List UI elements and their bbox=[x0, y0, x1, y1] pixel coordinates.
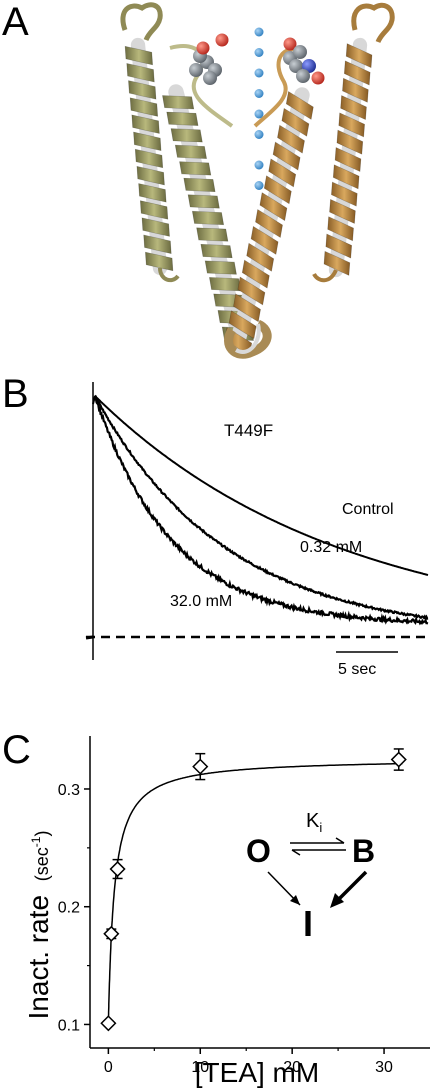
left-selectivity-loop bbox=[169, 44, 234, 128]
trace-label-control: Control bbox=[342, 501, 394, 518]
panel-label-a: A bbox=[2, 0, 29, 44]
reverse-arrow bbox=[291, 849, 346, 856]
ion-1 bbox=[254, 27, 264, 37]
x-tick-label: 0 bbox=[104, 1059, 113, 1076]
trace-group bbox=[92, 394, 429, 626]
ion-6 bbox=[254, 130, 264, 139]
data-point bbox=[100, 1015, 117, 1032]
y-axis-title-unit: (sec bbox=[32, 847, 52, 881]
svg-text:Inact. rate (sec-1): Inact. rate (sec-1) bbox=[23, 831, 54, 1020]
traces-title: T449F bbox=[224, 421, 273, 440]
data-point bbox=[192, 752, 209, 781]
o-to-i-arrowhead bbox=[290, 895, 300, 905]
scheme-constant: Ki bbox=[306, 810, 322, 835]
b-to-i-arrowhead bbox=[330, 893, 344, 908]
forward-arrow bbox=[290, 837, 345, 844]
ion-5 bbox=[254, 109, 264, 119]
ion-3 bbox=[254, 68, 264, 78]
helix-right-inner bbox=[224, 87, 314, 357]
ion-7 bbox=[254, 160, 264, 170]
scheme-state-i: I bbox=[303, 903, 313, 944]
scale-bar-label: 5 sec bbox=[338, 661, 376, 678]
y-axis-title: Inact. rate (sec-1) bbox=[23, 831, 54, 1020]
left-ligand bbox=[189, 33, 229, 85]
trace-label-0-32-mm: 0.32 mM bbox=[300, 539, 362, 556]
ion-2 bbox=[254, 48, 264, 57]
trace-32-0-mm bbox=[94, 396, 429, 626]
x-tick-label: 20 bbox=[283, 1059, 301, 1076]
ion-4 bbox=[254, 89, 264, 98]
right-bottom-loop bbox=[312, 269, 338, 283]
scheme-constant-main: K bbox=[306, 810, 320, 832]
channel-structure bbox=[120, 2, 395, 359]
scheme-state-o: O bbox=[246, 833, 271, 869]
pre-pulse-baseline bbox=[85, 635, 94, 640]
scheme-state-b: B bbox=[352, 833, 375, 869]
x-axis-title: [TEA] mM bbox=[195, 1057, 319, 1088]
left-bottom-loop bbox=[158, 267, 180, 283]
helix-right-outer bbox=[323, 37, 373, 278]
data-point bbox=[390, 748, 407, 771]
binding-fit-curve bbox=[107, 762, 403, 1024]
right-top-loop bbox=[351, 2, 395, 44]
kinetic-scheme: O B I Ki bbox=[246, 810, 375, 944]
axis-ticks: 0 10 20 30 0.1 0.2 0.3 bbox=[58, 782, 393, 1076]
current-traces-chart: T449F Control 0.32 mM 32.0 mM 5 sec bbox=[85, 382, 430, 678]
y-axis-title-close: ) bbox=[32, 831, 52, 837]
y-axis-title-sup: -1 bbox=[29, 836, 43, 847]
data-point bbox=[103, 925, 120, 942]
trace-control bbox=[94, 395, 429, 576]
ion-8 bbox=[254, 181, 264, 190]
bottom-knot-backbone bbox=[235, 323, 261, 354]
trace-label-32-mm: 32.0 mM bbox=[170, 593, 232, 610]
x-tick-label: 30 bbox=[375, 1059, 393, 1076]
helix-left-outer bbox=[124, 37, 174, 276]
helices bbox=[124, 37, 373, 357]
right-ligand bbox=[283, 37, 325, 85]
right-selectivity-loop bbox=[253, 46, 306, 128]
y-tick-label: 0.2 bbox=[58, 900, 80, 917]
data-points bbox=[100, 748, 407, 1032]
trace-onset bbox=[92, 395, 96, 405]
y-axis-title-main: Inact. rate bbox=[23, 895, 54, 1020]
bottom-knot bbox=[224, 319, 272, 359]
panel-label-c: C bbox=[2, 728, 31, 772]
potassium-ions bbox=[254, 27, 264, 190]
trace-0-32-mm bbox=[94, 394, 429, 621]
x-tick-label: 10 bbox=[191, 1059, 209, 1076]
inactivation-rate-chart: Inact. rate (sec-1) 0 10 20 30 0.1 0.2 0.3 [TE… bbox=[23, 736, 430, 1088]
y-tick-label: 0.1 bbox=[58, 1017, 80, 1034]
panel-label-b: B bbox=[2, 372, 29, 416]
y-tick-label: 0.3 bbox=[58, 782, 80, 799]
scheme-constant-sub: i bbox=[319, 820, 322, 835]
left-top-loop bbox=[120, 2, 163, 42]
data-point bbox=[109, 858, 126, 880]
